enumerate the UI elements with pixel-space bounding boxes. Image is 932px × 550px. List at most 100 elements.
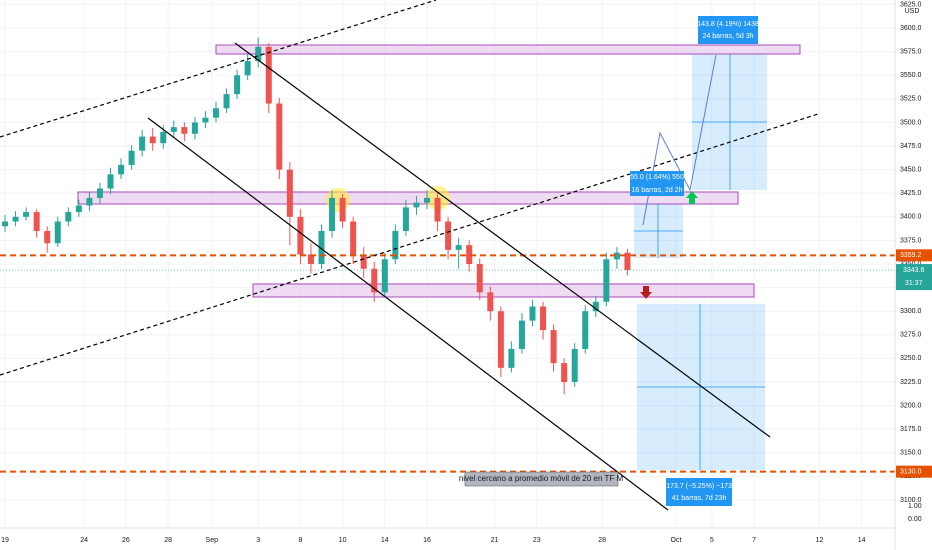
candle-body <box>286 169 293 217</box>
candle-body <box>170 127 177 132</box>
y-tick-label: 3150.0 <box>900 450 922 457</box>
x-tick-label: 14 <box>381 537 389 544</box>
label: 16 barras, 2d 2h <box>632 187 683 194</box>
candle-body <box>476 264 483 293</box>
zone <box>215 44 801 55</box>
x-tick-label: 28 <box>164 537 172 544</box>
y-tick-label: 3200.0 <box>900 402 922 409</box>
candle-body <box>33 212 40 231</box>
candle-body <box>392 230 399 260</box>
arrow-down <box>640 286 652 299</box>
label: −173.7 (−5.25%) −1737 <box>662 483 736 490</box>
x-tick-label: Oct <box>671 537 682 544</box>
candle-body <box>603 259 610 302</box>
y-tick-label: 3575.0 <box>900 48 922 55</box>
y-tick-label: 3225.0 <box>900 379 922 386</box>
price-label: 3359.2 <box>900 252 922 259</box>
candle-body <box>624 252 631 271</box>
candle-body <box>487 292 494 312</box>
y-tick-label: 3250.0 <box>900 355 922 362</box>
label-box <box>666 478 732 506</box>
x-tick-label: 23 <box>533 537 541 544</box>
x-tick-label: 19 <box>1 537 9 544</box>
candle-body <box>12 216 19 222</box>
x-tick-label: 3 <box>256 537 260 544</box>
trend-line <box>0 0 437 138</box>
label: 143.8 (4.19%) 1438 <box>697 21 759 28</box>
candle-body <box>360 254 367 269</box>
candle-body <box>307 254 314 265</box>
drawings <box>77 44 801 470</box>
y-tick-label: 3400.0 <box>900 214 922 221</box>
candle-body <box>561 363 568 382</box>
y-tick-label: 3625.0 <box>900 1 922 8</box>
label-box <box>630 171 684 196</box>
y-tick-label: 3300.0 <box>900 308 922 315</box>
measure-lines <box>634 54 767 470</box>
candle-body <box>86 197 93 206</box>
x-tick-label: 24 <box>80 537 88 544</box>
candle-body <box>434 197 441 222</box>
candle-body <box>371 268 378 293</box>
price-label-bg <box>896 249 932 262</box>
candle-body <box>571 348 578 382</box>
label: 24 barras, 5d 3h <box>703 33 754 40</box>
candle-body <box>75 205 82 213</box>
candle-body <box>413 202 420 208</box>
zone <box>77 191 739 205</box>
candle-body <box>350 221 357 255</box>
trend-line <box>0 113 819 376</box>
candle-body <box>107 174 114 189</box>
candle-body <box>265 46 272 104</box>
indicator-tick-label: 1.00 <box>908 503 922 510</box>
x-tick-label: 21 <box>491 537 499 544</box>
trend-line <box>234 42 771 438</box>
candle-body <box>424 197 431 203</box>
candle-body <box>592 301 599 312</box>
x-tick-label: 5 <box>710 537 714 544</box>
last-price-label: 3343.6 <box>903 267 925 274</box>
price-label: 3130.0 <box>900 469 922 476</box>
x-tick-label: 26 <box>122 537 130 544</box>
x-tick-label: 10 <box>339 537 347 544</box>
candle-body <box>23 212 30 217</box>
countdown: 31:37 <box>905 280 923 287</box>
y-tick-label: 3500.0 <box>900 119 922 126</box>
y-tick-label: 3375.0 <box>900 237 922 244</box>
candle-body <box>191 122 198 134</box>
label: 55.0 (1.64%) 550 <box>630 174 684 181</box>
x-tick-label: Sep <box>206 537 219 544</box>
y-tick-label: 3275.0 <box>900 332 922 339</box>
candle-body <box>445 221 452 250</box>
candle-body <box>540 306 547 331</box>
candle-body <box>213 108 220 118</box>
y-tick-label: 3600.0 <box>900 25 922 32</box>
y-tick-label: 3425.0 <box>900 190 922 197</box>
candle-body <box>381 259 388 293</box>
candle-body <box>529 306 536 321</box>
drawings: 143.8 (4.19%) 1438 24 barras, 5d 3h 55.0… <box>0 0 819 511</box>
candle-body <box>244 61 251 76</box>
candle-body <box>65 212 72 222</box>
candle-body <box>149 136 156 144</box>
y-tick-label: 3475.0 <box>900 143 922 150</box>
candle-body <box>234 75 241 95</box>
candle-body <box>96 188 103 198</box>
x-tick-label: 12 <box>816 537 824 544</box>
candle-body <box>508 348 515 368</box>
candle-body <box>139 136 146 151</box>
candle-body <box>329 197 336 231</box>
x-tick-label: 28 <box>598 537 606 544</box>
y-tick-label: 3175.0 <box>900 426 922 433</box>
x-tick-label: 14 <box>858 537 866 544</box>
y-tick-label: 3450.0 <box>900 166 922 173</box>
y-tick-label: 3525.0 <box>900 96 922 103</box>
indicator-tick-label: 0.00 <box>908 516 922 523</box>
candle-body <box>54 221 61 244</box>
candle-body <box>613 252 620 260</box>
candle-body <box>318 230 325 265</box>
x-tick-label: 16 <box>423 537 431 544</box>
candle-body <box>255 46 262 62</box>
